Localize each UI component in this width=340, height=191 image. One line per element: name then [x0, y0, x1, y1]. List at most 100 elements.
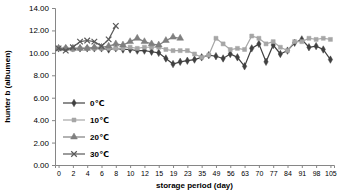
- marker: [257, 36, 261, 40]
- marker: [243, 47, 247, 51]
- marker: [128, 45, 132, 49]
- marker: [221, 55, 225, 62]
- x-tick-mark: [259, 165, 260, 168]
- x-tick-mark: [216, 165, 217, 168]
- marker: [328, 56, 332, 63]
- marker: [242, 63, 246, 70]
- series-line: [59, 39, 331, 66]
- series-line: [59, 36, 331, 57]
- x-tick: 56: [227, 165, 235, 177]
- marker: [278, 45, 282, 49]
- x-tick: 35: [198, 165, 206, 177]
- x-tick-mark: [73, 165, 74, 168]
- marker: [134, 34, 141, 40]
- y-axis-title: hunter b (albumen): [3, 50, 12, 123]
- marker: [164, 55, 168, 62]
- y-axis-line: [52, 9, 56, 166]
- marker: [177, 34, 184, 40]
- marker: [70, 44, 76, 50]
- legend-label: 0℃: [90, 99, 104, 108]
- x-tick-mark: [230, 165, 231, 168]
- y-tick: 6.00: [33, 94, 55, 103]
- marker: [257, 40, 261, 47]
- x-tick-mark: [144, 165, 145, 168]
- marker: [207, 53, 211, 57]
- marker: [250, 45, 254, 52]
- marker: [77, 39, 83, 45]
- x-tick-mark: [87, 165, 88, 168]
- legend-entry: 30℃: [63, 150, 109, 159]
- x-tick-label: 91: [298, 170, 306, 177]
- x-tick: 84: [284, 165, 292, 177]
- marker: [293, 40, 297, 44]
- x-tick-mark: [102, 165, 103, 168]
- marker: [135, 46, 139, 50]
- x-tick: 2: [71, 165, 75, 177]
- x-tick-label: 0: [57, 170, 61, 177]
- marker: [250, 34, 254, 38]
- marker: [98, 43, 105, 49]
- x-tick: 8: [114, 165, 118, 177]
- y-tick-mark: [52, 98, 55, 99]
- marker: [193, 52, 197, 56]
- marker: [192, 56, 196, 63]
- marker: [112, 40, 119, 46]
- marker: [135, 47, 139, 54]
- x-tick-mark: [330, 165, 331, 168]
- series-markers: [55, 33, 183, 50]
- marker: [300, 36, 304, 43]
- x-axis-title: storage period (day): [156, 181, 233, 190]
- chart: 0.002.004.006.008.0010.0012.0014.0002468…: [0, 0, 340, 191]
- legend-marker: [71, 151, 77, 157]
- marker: [63, 48, 69, 54]
- x-tick-mark: [130, 165, 131, 168]
- x-tick-label: 49: [213, 170, 221, 177]
- x-tick-label: 8: [114, 170, 118, 177]
- x-tick-mark: [173, 165, 174, 168]
- marker: [235, 54, 239, 61]
- legend-entry: 10℃: [63, 116, 109, 125]
- y-tick: 12.00: [29, 26, 55, 35]
- x-tick-label: 70: [255, 170, 263, 177]
- x-tick: 91: [298, 165, 306, 177]
- x-tick: 98: [313, 165, 321, 177]
- series-markers: [57, 34, 333, 59]
- legend-entry: 0℃: [63, 99, 104, 108]
- x-tick-label: 77: [270, 170, 278, 177]
- marker: [170, 33, 177, 39]
- x-tick: 49: [213, 165, 221, 177]
- x-tick: 4: [86, 165, 90, 177]
- x-tick-label: 6: [100, 170, 104, 177]
- y-tick: 2.00: [33, 139, 55, 148]
- x-tick: 63: [241, 165, 249, 177]
- marker: [228, 47, 232, 51]
- plot: 0.002.004.006.008.0010.0012.0014.0002468…: [29, 4, 337, 177]
- y-tick-label: 8.00: [33, 71, 49, 80]
- marker: [178, 58, 182, 65]
- marker: [235, 46, 239, 50]
- x-tick-label: 98: [313, 170, 321, 177]
- x-tick: 70: [255, 165, 263, 177]
- marker: [171, 60, 175, 67]
- x-tick: 105: [325, 165, 337, 177]
- marker: [178, 49, 182, 53]
- x-tick: 12: [141, 165, 149, 177]
- x-tick: 77: [270, 165, 278, 177]
- marker: [328, 37, 332, 41]
- x-tick-mark: [202, 165, 203, 168]
- marker: [120, 41, 127, 47]
- x-tick-mark: [159, 165, 160, 168]
- y-axis: 0.002.004.006.008.0010.0012.0014.00: [29, 4, 56, 170]
- marker: [127, 38, 134, 44]
- legend-entry: 20℃: [63, 133, 109, 142]
- x-tick-mark: [288, 165, 289, 168]
- marker: [114, 46, 118, 50]
- x-tick-label: 2: [71, 170, 75, 177]
- y-tick-mark: [52, 75, 55, 76]
- x-tick-label: 63: [241, 170, 249, 177]
- y-tick-mark: [52, 8, 55, 9]
- marker: [307, 36, 311, 40]
- marker: [214, 36, 218, 40]
- marker: [200, 54, 204, 61]
- marker: [271, 40, 275, 44]
